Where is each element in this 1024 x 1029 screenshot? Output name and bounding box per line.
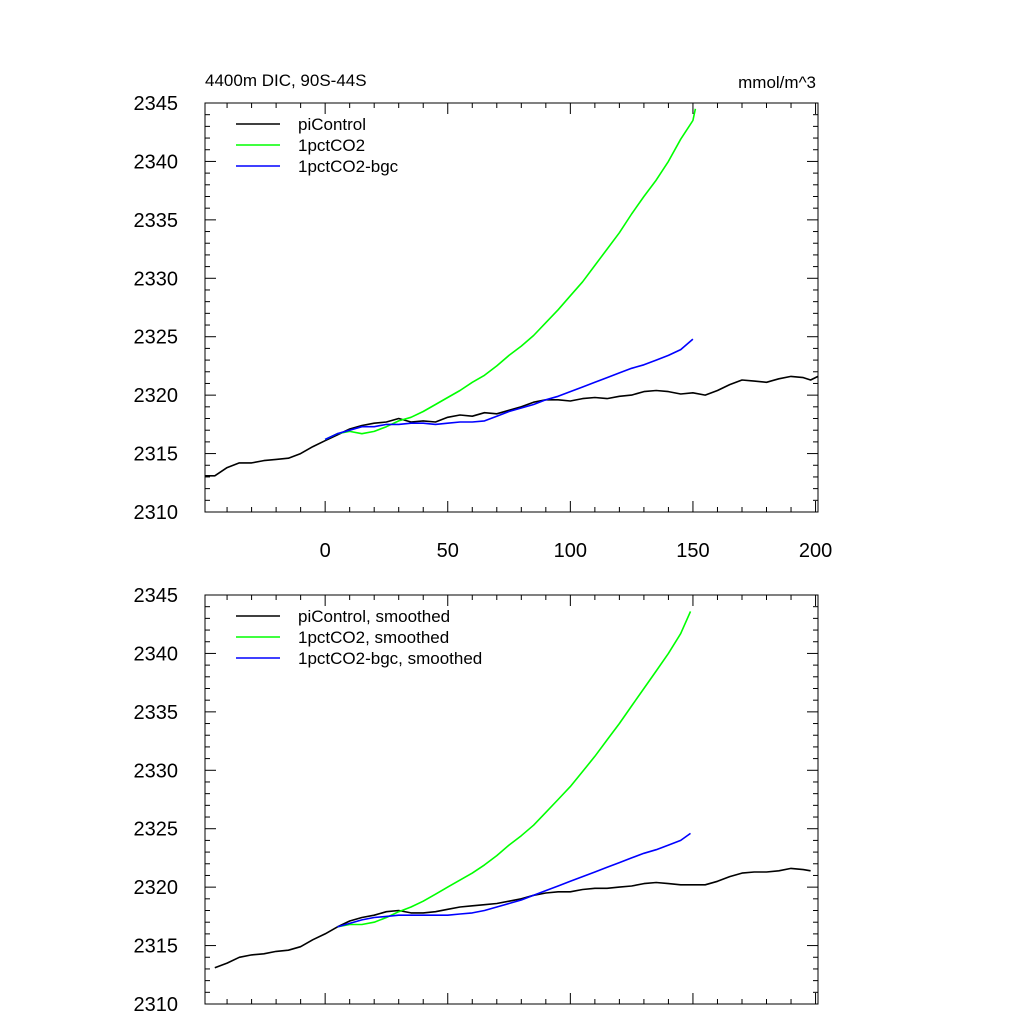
y-tick-label: 2315	[134, 936, 179, 958]
y-tick-label: 2335	[134, 702, 179, 724]
plot-frame	[204, 594, 819, 1005]
chart-panel-1: 2310 2315 2320 2325 2330 2335 2340 2345 0 50 100 15…	[134, 71, 833, 562]
y-tick-label: 2345	[134, 93, 179, 115]
y-tick-label: 2320	[134, 385, 179, 407]
legend-label: piControl, smoothed	[298, 607, 450, 626]
y-tick-label: 2320	[134, 877, 179, 899]
y-tick-label: 2335	[134, 210, 179, 232]
series-line-3	[337, 832, 691, 928]
chart-title: 4400m DIC, 90S-44S	[205, 71, 367, 90]
y-tick-label: 2325	[134, 327, 179, 349]
series-line-3	[324, 338, 694, 441]
series-line-1	[214, 867, 811, 969]
series-line-2	[324, 108, 697, 441]
y-tick-label: 2340	[134, 643, 179, 665]
x-tick-label: 200	[799, 540, 832, 562]
y-tick-label: 2315	[134, 444, 179, 466]
legend-label: 1pctCO2, smoothed	[298, 628, 449, 647]
series-line-1	[205, 375, 819, 477]
x-tick-label: 0	[320, 540, 331, 562]
legend-label: 1pctCO2-bgc, smoothed	[298, 649, 482, 668]
legend-label: 1pctCO2-bgc	[298, 157, 399, 176]
legend-label: 1pctCO2	[298, 136, 365, 155]
plot-frame	[204, 102, 819, 513]
y-tick-label: 2330	[134, 760, 179, 782]
legend-label: piControl	[298, 115, 366, 134]
units-label: mmol/m^3	[738, 73, 816, 92]
y-tick-label: 2310	[134, 502, 179, 524]
x-tick-label: 150	[676, 540, 709, 562]
y-tick-label: 2345	[134, 585, 179, 607]
y-tick-label: 2340	[134, 151, 179, 173]
series-line-2	[337, 611, 692, 928]
y-tick-label: 2325	[134, 819, 179, 841]
y-tick-label: 2330	[134, 268, 179, 290]
y-tick-label: 2310	[134, 994, 179, 1016]
x-tick-label: 100	[554, 540, 587, 562]
chart-panel-2: 2310 2315 2320 2325 2330 2335 2340 2345 piContro…	[134, 585, 819, 1016]
x-tick-label: 50	[437, 540, 459, 562]
